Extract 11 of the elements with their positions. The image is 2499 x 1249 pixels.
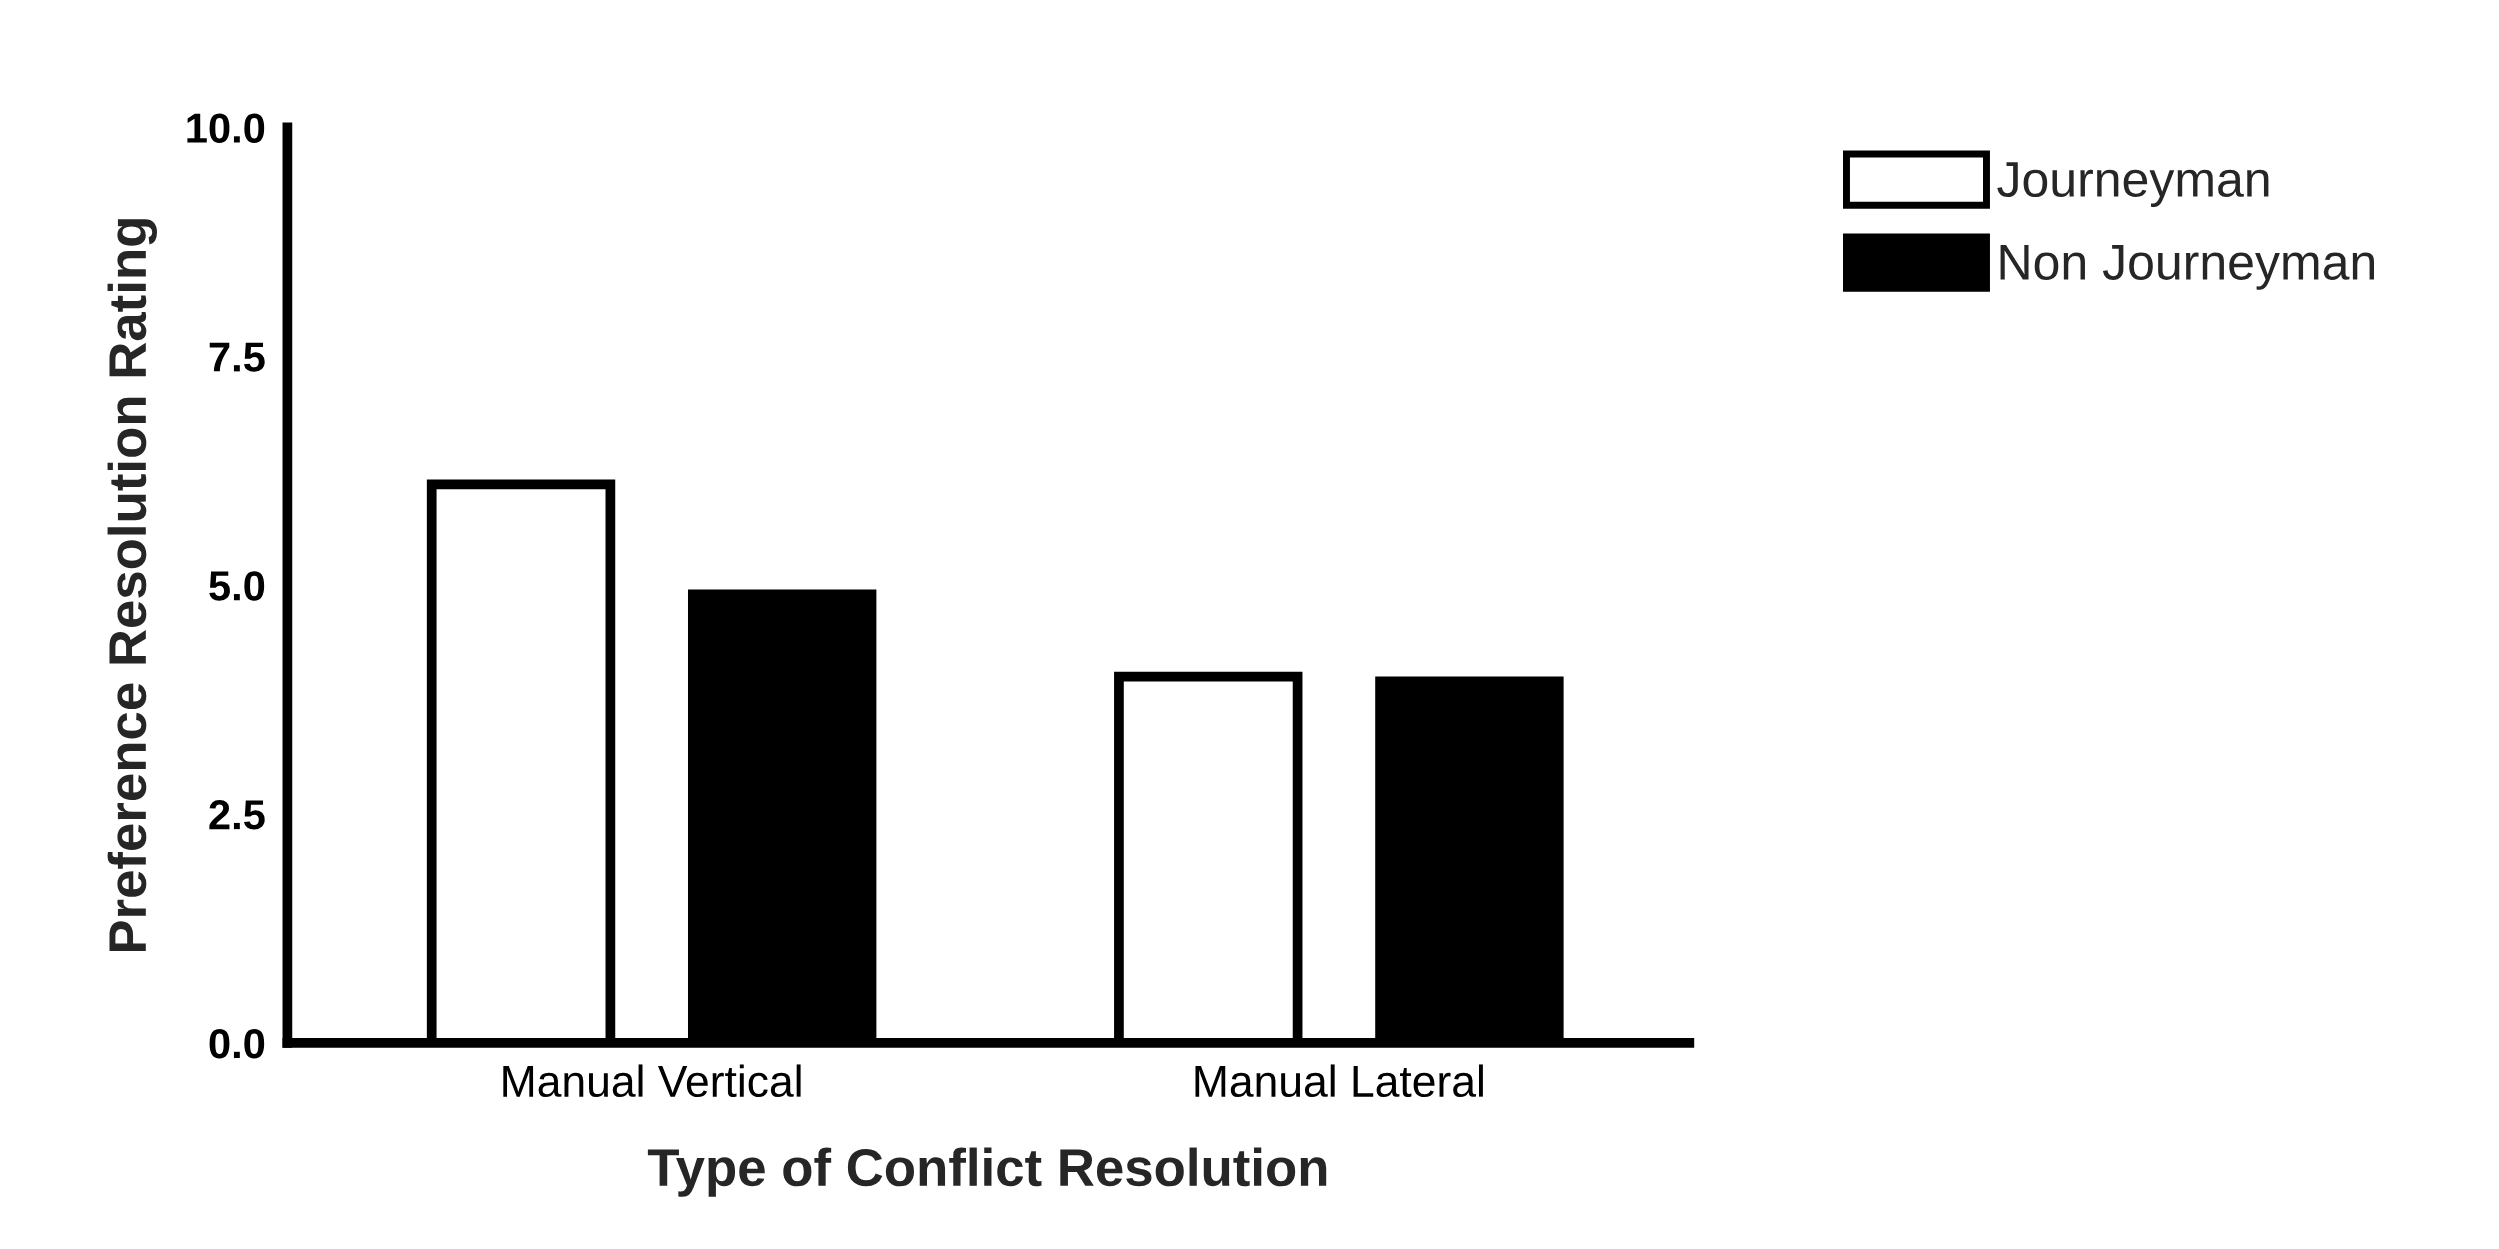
x-tick-label: Manual Lateral: [1195, 1064, 1483, 1098]
y-tick-label: 7.5: [209, 342, 265, 372]
legend-label: Non Journeyman: [2000, 245, 2374, 290]
y-tick-label: 0.0: [209, 1028, 265, 1059]
x-tick-label: Manual Vertical: [503, 1064, 801, 1098]
y-tick-label: 10.0: [187, 113, 265, 143]
legend-label: Journeyman: [1997, 162, 2269, 207]
x-axis-title: Type of Conflict Resolution: [647, 1147, 1327, 1197]
y-axis-title: Preference Resolution Rating: [107, 219, 157, 952]
y-tick-label: 2.5: [209, 800, 265, 830]
y-tick-label: 5.0: [209, 571, 265, 601]
